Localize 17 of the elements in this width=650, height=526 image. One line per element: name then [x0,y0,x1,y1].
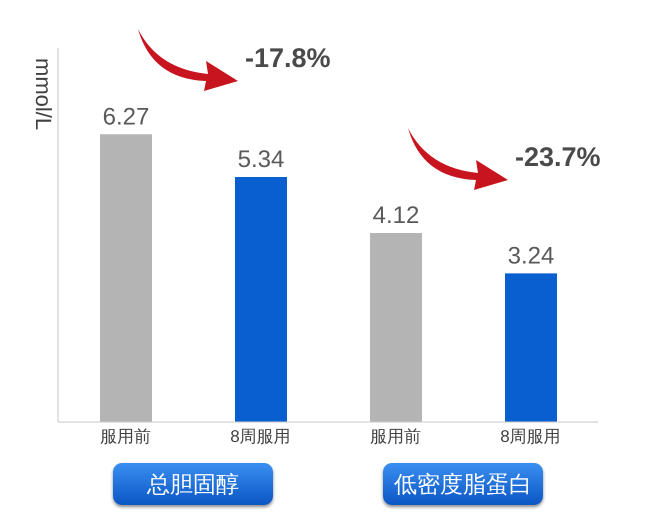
text: 低密度脂蛋白 [383,463,543,505]
y-axis-title: mmol/L [31,58,56,130]
x-tick-label: 服用前 [100,427,151,446]
data-label: 5.34 [238,146,284,173]
text: -17.8% [245,43,331,74]
x-tick-label: 服用前 [370,427,421,446]
bar [100,134,152,422]
data-label: 3.24 [508,242,554,270]
bar [235,176,287,422]
data-label: 4.12 [372,202,420,229]
bar [505,273,557,422]
x-tick-label: 8周服用 [500,427,561,446]
bar [370,232,422,422]
x-tick-label: 8周服用 [230,427,291,446]
data-label: 6.27 [102,103,150,130]
text: 总胆固醇 [113,463,273,505]
annotation: -23.7% [515,142,601,173]
